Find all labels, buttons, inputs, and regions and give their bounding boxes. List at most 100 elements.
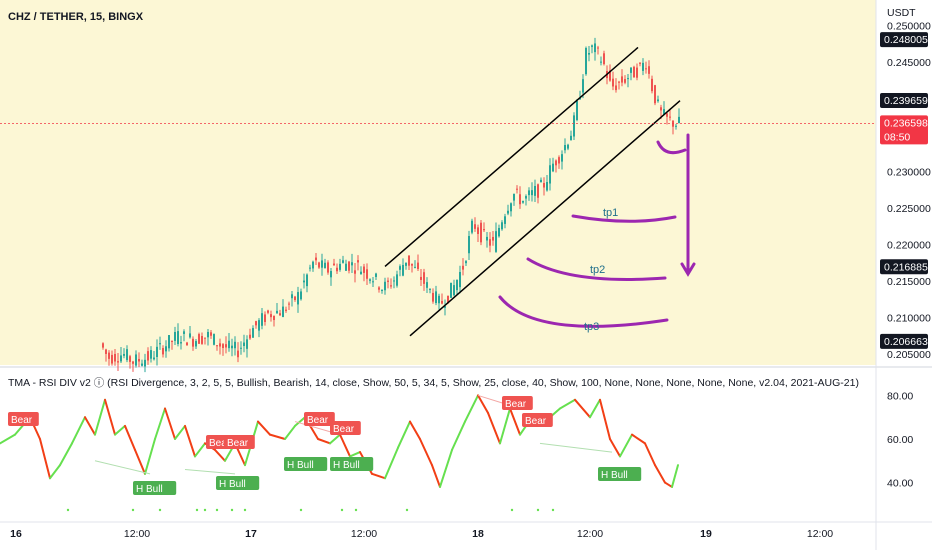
rsi-segment (589, 398, 601, 419)
bull-label: H Bull (133, 481, 177, 495)
candle-body (219, 343, 221, 347)
candle-body (306, 274, 308, 287)
marked-price-tag-bg (880, 32, 928, 48)
rsi-segment (214, 448, 226, 462)
candle-body (549, 165, 551, 184)
indicator-axis-tick: 40.00 (887, 478, 913, 490)
bear-label-text: Bear (505, 399, 527, 410)
channel-upper-line[interactable] (384, 46, 639, 268)
candle-body (273, 315, 275, 321)
candle-body (675, 125, 677, 127)
candle-body (252, 328, 254, 338)
rsi-segment (339, 433, 351, 458)
candle-body (444, 306, 446, 308)
candle-body (660, 107, 662, 111)
candle-body (600, 61, 602, 63)
rsi-segment (59, 442, 73, 467)
bull-divergence-line (539, 442, 613, 453)
marked-price-tag-value: 0.239659 (884, 95, 928, 107)
tp-label-1: tp1 (603, 207, 618, 219)
tp1-curve[interactable] (571, 214, 677, 223)
candle-body (423, 272, 425, 284)
rsi-segment (439, 448, 453, 488)
candle-body (363, 266, 365, 273)
candle-body (366, 269, 368, 279)
candle-body (270, 314, 272, 318)
candle-body (510, 203, 512, 212)
candle-body (186, 342, 188, 346)
tp-annotations[interactable] (498, 133, 696, 328)
candle-body (279, 313, 281, 316)
candle-body (426, 282, 428, 288)
rsi-segment (644, 442, 656, 467)
rsi-segment (174, 424, 186, 440)
rsi-segment (269, 433, 286, 440)
candle-body (378, 287, 380, 290)
bear-label-bg (330, 421, 361, 435)
candle-body (309, 267, 311, 269)
candle-body (414, 266, 416, 268)
rsi-segment (384, 446, 399, 480)
signal-dot (405, 508, 409, 512)
candle-body (192, 338, 194, 347)
price-axis-tick: 0.220000 (887, 240, 931, 252)
candle-body (594, 43, 596, 53)
candle-body (669, 116, 671, 118)
candle-body (150, 350, 152, 359)
bear-label-bg (304, 412, 335, 426)
candle-body (381, 290, 383, 292)
price-axis-tick: 0.230000 (887, 167, 931, 179)
price-axis-tick: 0.225000 (887, 203, 931, 215)
rsi-segment (609, 438, 621, 458)
candle-body (153, 357, 155, 360)
candle-body (402, 264, 404, 276)
tp-label-2: tp2 (590, 264, 605, 276)
candle-body (519, 194, 521, 205)
bear-label-text: Bear (209, 438, 231, 449)
bull-label-bg (330, 457, 374, 471)
tp3-curve[interactable] (498, 295, 669, 328)
candle-body (534, 185, 536, 196)
candle-body (354, 270, 356, 274)
candle-body (447, 295, 449, 303)
candle-body (129, 356, 131, 362)
rsi-segment (371, 472, 386, 480)
rsi-segment (329, 433, 341, 445)
rsi-segment (294, 416, 306, 427)
bull-label-bg (216, 476, 260, 490)
channel-lower-line[interactable] (409, 100, 681, 337)
candle-body (465, 261, 467, 264)
candle-body (573, 115, 575, 137)
candle-body (555, 160, 557, 166)
candle-body (507, 210, 509, 214)
candle-body (570, 135, 572, 141)
tp2-curve[interactable] (526, 257, 667, 281)
candle-body (321, 260, 323, 268)
down-arrow-head[interactable] (680, 262, 696, 277)
bear-label: Bear (522, 413, 553, 427)
candle-body (582, 79, 584, 93)
candle-body (276, 310, 278, 314)
candle-body (165, 346, 167, 352)
candle-body (162, 348, 164, 355)
signal-dot (195, 508, 199, 512)
candle-body (576, 100, 578, 121)
candle-body (552, 163, 554, 172)
candle-body (138, 358, 140, 362)
candle-body (438, 295, 440, 304)
marked-price-tag-value: 0.248005 (884, 34, 928, 46)
bear-label-text: Bear (227, 438, 249, 449)
bull-label-bg (284, 457, 328, 471)
candle-body (228, 340, 230, 349)
candle-body (480, 222, 482, 243)
candle-body (657, 99, 659, 102)
signal-dot (230, 508, 234, 512)
current-bowl-curve[interactable] (656, 140, 687, 155)
indicator-title: TMA - RSI DIV v2 ⓘ (RSI Divergence, 3, 2… (8, 377, 859, 389)
candle-body (198, 334, 200, 344)
rsi-segment (619, 433, 633, 458)
rsi-segment (257, 420, 271, 436)
bull-label-text: H Bull (333, 460, 360, 471)
